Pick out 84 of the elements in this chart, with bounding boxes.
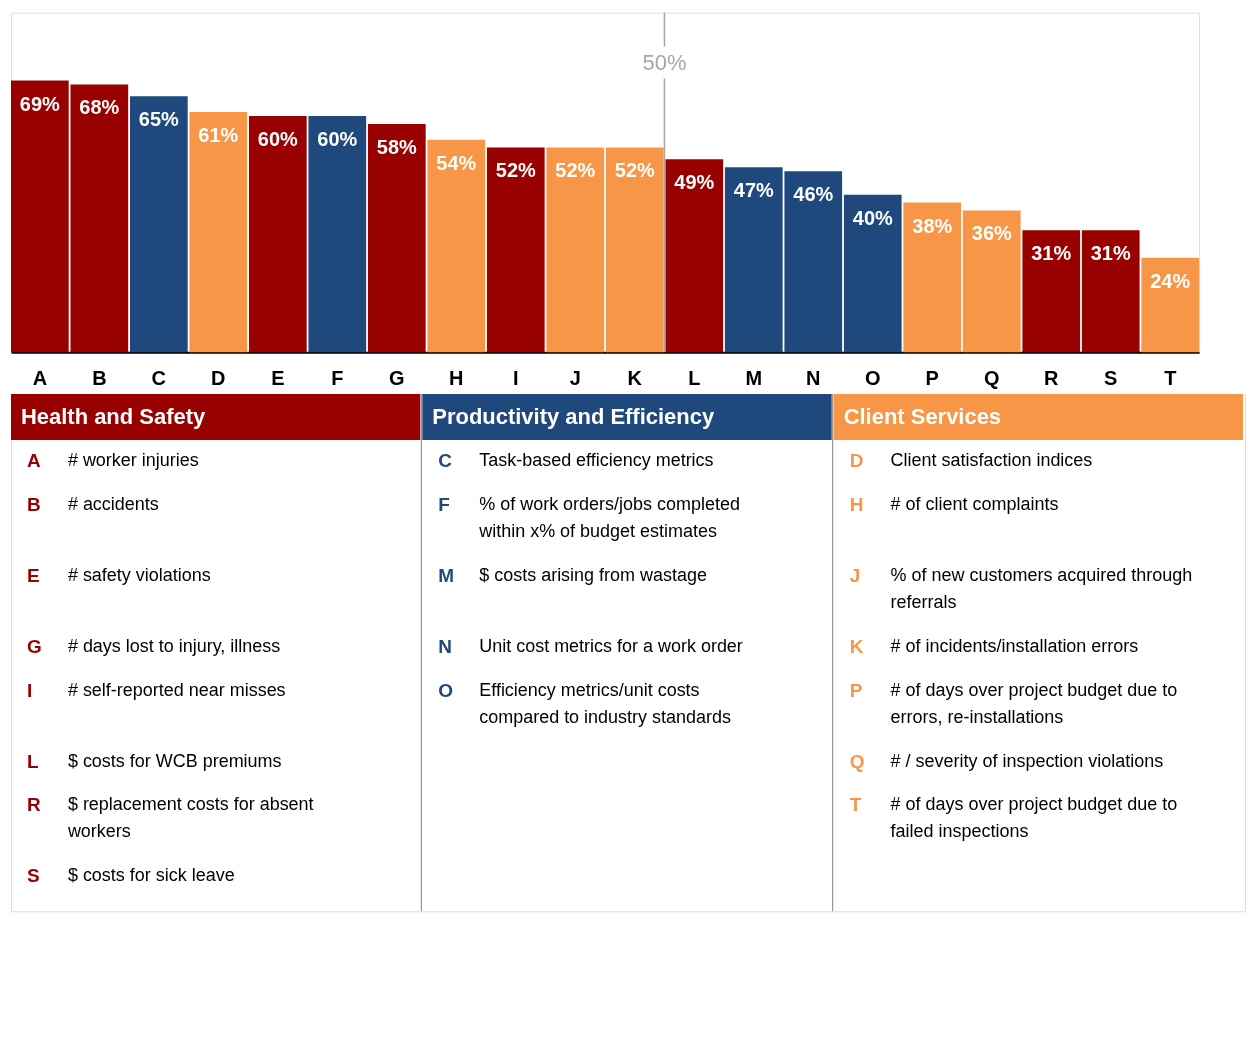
x-tick-label: H	[449, 366, 464, 389]
text: # of incidents/installation errors	[890, 635, 1139, 656]
text: $ costs for WCB premiums	[67, 750, 282, 771]
category-label: M	[438, 564, 455, 586]
data-label: 38%	[912, 214, 953, 237]
text: # / severity of inspection violations	[890, 750, 1164, 771]
ref-line-label: 50%	[642, 49, 687, 75]
x-tick-label: D	[211, 366, 226, 389]
data-label: 54%	[436, 151, 477, 174]
x-tick-label: A	[32, 366, 48, 389]
data-label: 60%	[257, 127, 299, 150]
x-tick-label: I	[513, 366, 519, 389]
data-label: 47%	[733, 179, 774, 202]
text: $ costs for sick leave	[67, 865, 235, 886]
text: # self-reported near misses	[67, 679, 286, 700]
text: # safety violations	[67, 564, 211, 585]
category-label: N	[438, 635, 452, 657]
x-tick-label: P	[925, 366, 939, 389]
text: $ replacement costs for absent workers	[66, 794, 314, 842]
x-tick-label: S	[1104, 366, 1118, 389]
x-tick-label: T	[1164, 366, 1177, 389]
text: Client Services	[843, 404, 1002, 430]
data-label: 31%	[1090, 242, 1131, 265]
text: Productivity and Efficiency	[432, 404, 715, 430]
text: # of client complaints	[890, 493, 1059, 514]
category-label: H	[849, 493, 864, 515]
x-tick-label: C	[151, 366, 167, 389]
data-label: 46%	[793, 183, 834, 206]
category-label: E	[26, 564, 40, 586]
x-tick-label: L	[688, 366, 701, 389]
data-label: 31%	[1031, 242, 1072, 265]
data-label: 61%	[198, 124, 239, 147]
x-tick-label: O	[865, 366, 881, 389]
data-label: 52%	[495, 159, 537, 182]
data-label: 24%	[1150, 269, 1191, 292]
category-label: D	[849, 449, 864, 471]
text: Task-based efficiency metrics	[479, 449, 714, 470]
category-label: T	[849, 794, 862, 816]
x-tick-label: J	[569, 366, 581, 389]
category-label: L	[26, 750, 39, 772]
x-tick-label: M	[745, 366, 763, 389]
text: # of days over project budget due to errors, re-installations	[890, 679, 1178, 727]
category-label: R	[26, 794, 41, 816]
text: Unit cost metrics for a work order	[479, 635, 743, 656]
x-tick-label: E	[271, 366, 285, 389]
data-label: 58%	[376, 135, 418, 158]
text: % of new customers acquired through referrals	[890, 564, 1193, 612]
x-tick-label: R	[1044, 366, 1059, 389]
category-label: A	[26, 449, 41, 471]
category-label: O	[438, 679, 454, 701]
data-label: 68%	[79, 96, 120, 119]
category-label: F	[438, 493, 450, 515]
text: Health and Safety	[20, 404, 206, 430]
text: # worker injuries	[67, 449, 199, 470]
category-label: B	[26, 493, 41, 515]
text: # days lost to injury, illness	[67, 635, 281, 656]
category-label: P	[849, 679, 863, 701]
text: K	[849, 635, 864, 657]
data-label: 65%	[138, 108, 180, 131]
data-label: 69%	[19, 92, 61, 115]
x-tick-label: F	[331, 366, 344, 389]
text: % of work orders/jobs completed within x% of budget estimates	[478, 493, 740, 541]
x-tick-label: Q	[983, 366, 1000, 389]
category-label: Q	[849, 750, 865, 772]
text: Client satisfaction indices	[890, 449, 1093, 470]
data-label: 60%	[317, 127, 358, 150]
data-label: 52%	[614, 159, 656, 182]
data-label: 52%	[555, 159, 596, 182]
text: Efficiency metrics/unit costs compared to industry standards	[479, 679, 731, 727]
data-label: 49%	[674, 171, 715, 194]
x-tick-label: K	[627, 366, 643, 389]
category-label: I	[26, 679, 33, 701]
category-label: J	[849, 564, 861, 586]
x-tick-label: B	[92, 366, 107, 389]
text: # of days over project budget due to failed inspections	[890, 794, 1178, 842]
category-label: C	[438, 449, 452, 471]
x-tick-label: N	[806, 366, 821, 389]
category-label: G	[26, 635, 42, 657]
category-label: S	[26, 865, 40, 887]
data-label: 36%	[971, 222, 1012, 245]
text: # accidents	[67, 493, 159, 514]
x-tick-label: G	[389, 366, 405, 389]
data-label: 40%	[852, 206, 893, 229]
text: $ costs arising from wastage	[479, 564, 707, 585]
